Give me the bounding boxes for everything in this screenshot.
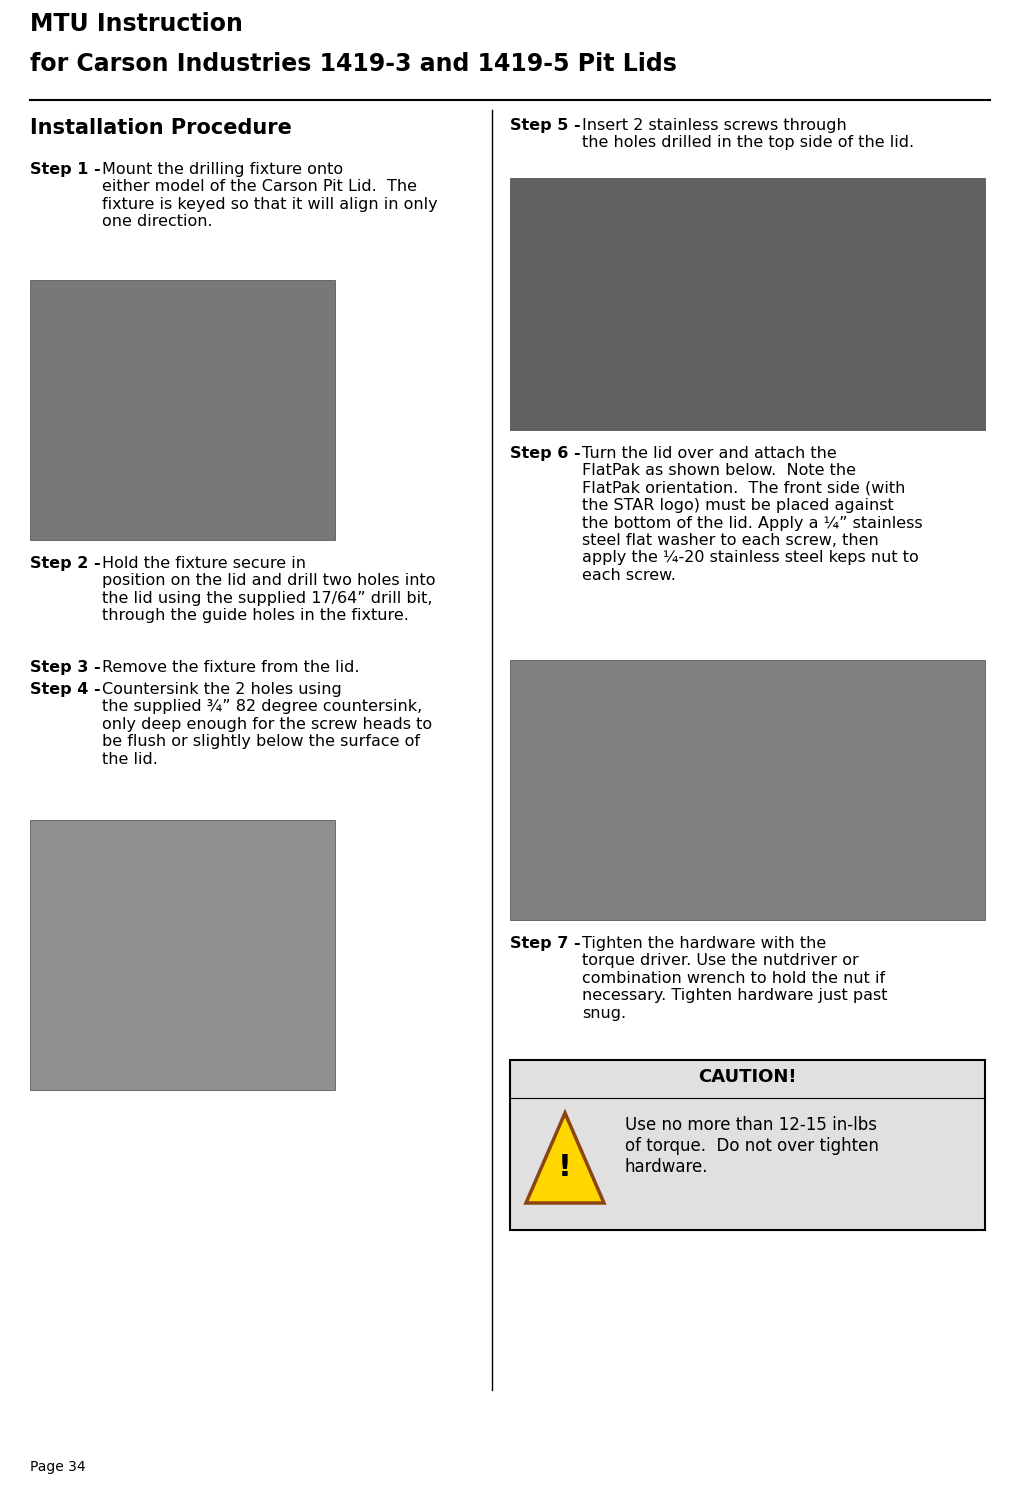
Text: Countersink the 2 holes using
the supplied ¾” 82 degree countersink,
only deep e: Countersink the 2 holes using the suppli… [102, 682, 432, 766]
Text: Step 3 -: Step 3 - [30, 660, 101, 675]
Text: MTU Instruction: MTU Instruction [30, 12, 243, 36]
Text: Installation Procedure: Installation Procedure [30, 118, 291, 138]
Text: Remove the fixture from the lid.: Remove the fixture from the lid. [102, 660, 359, 675]
Text: Turn the lid over and attach the
FlatPak as shown below.  Note the
FlatPak orien: Turn the lid over and attach the FlatPak… [582, 447, 922, 583]
Text: Step 7 -: Step 7 - [510, 935, 580, 950]
Bar [510, 660, 984, 920]
Text: Step 2 -: Step 2 - [30, 556, 101, 571]
Text: Use no more than 12-15 in-lbs
of torque.  Do not over tighten
hardware.: Use no more than 12-15 in-lbs of torque.… [625, 1115, 878, 1175]
Text: Insert 2 stainless screws through
the holes drilled in the top side of the lid.: Insert 2 stainless screws through the ho… [582, 118, 913, 150]
Text: Page 34: Page 34 [30, 1460, 86, 1474]
Polygon shape [526, 1112, 603, 1204]
Text: CAUTION!: CAUTION! [698, 1067, 796, 1085]
Text: Step 5 -: Step 5 - [510, 118, 580, 133]
Text: Step 1 -: Step 1 - [30, 162, 101, 177]
Bar [510, 178, 984, 430]
Text: !: ! [557, 1153, 572, 1181]
Text: for Carson Industries 1419-3 and 1419-5 Pit Lids: for Carson Industries 1419-3 and 1419-5 … [30, 52, 677, 76]
Text: Tighten the hardware with the
torque driver. Use the nutdriver or
combination wr: Tighten the hardware with the torque dri… [582, 935, 887, 1021]
Bar [30, 820, 334, 1090]
Bar [510, 1060, 984, 1231]
Text: Mount the drilling fixture onto
either model of the Carson Pit Lid.  The
fixture: Mount the drilling fixture onto either m… [102, 162, 437, 229]
Text: Hold the fixture secure in
position on the lid and drill two holes into
the lid : Hold the fixture secure in position on t… [102, 556, 435, 624]
Text: Step 4 -: Step 4 - [30, 682, 101, 697]
Text: Step 6 -: Step 6 - [510, 447, 580, 462]
Bar [30, 280, 334, 540]
